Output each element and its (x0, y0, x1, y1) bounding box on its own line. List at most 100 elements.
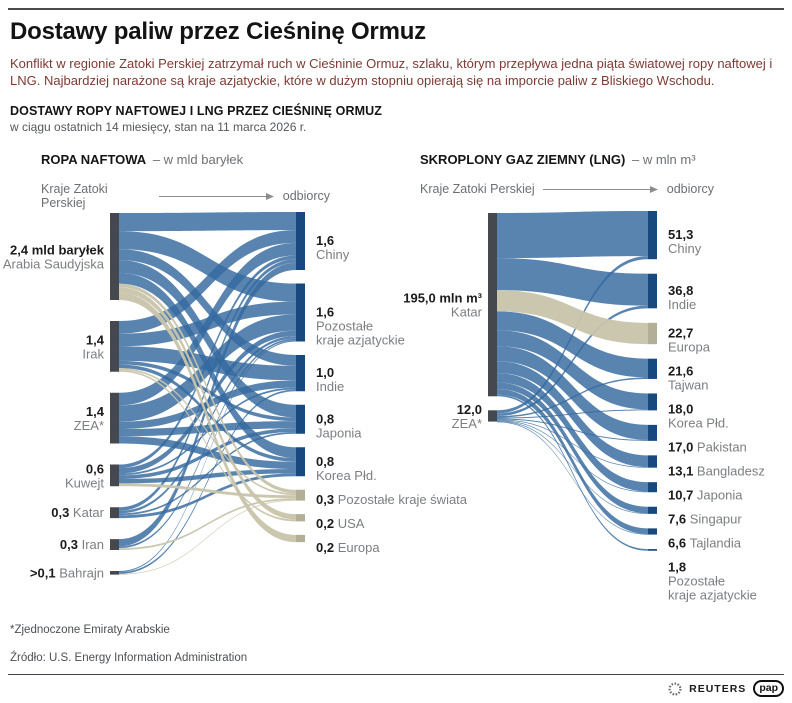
footnote: *Zjednoczone Emiraty Arabskie (10, 624, 170, 636)
node-value-label: 0,8 (316, 454, 334, 469)
node-name-label: Pakistan (697, 439, 747, 454)
pap-logo: pap (753, 680, 784, 697)
flow-ribbon (119, 259, 296, 511)
flow-ribbon (119, 260, 296, 418)
oil-axis-row: Kraje Zatoki Perskiej odbiorcy (41, 182, 330, 210)
flow-ribbon (119, 242, 296, 406)
source-node-label: ZEA* (74, 418, 104, 433)
source-node-label: 1,4 (86, 332, 105, 347)
source-node-label: Kuwejt (65, 475, 104, 490)
target-node-bar (296, 355, 305, 392)
node-name-label: Chiny (316, 247, 350, 262)
source-node-bar (110, 392, 119, 444)
flow-ribbon (119, 389, 296, 574)
node-name-label: Japonia (316, 425, 362, 440)
flow-ribbon (119, 421, 296, 437)
node-name-label: Singapur (690, 511, 743, 526)
node-name-label: Katar (73, 505, 105, 520)
node-value-label: 0,2 (316, 516, 338, 531)
node-name-label: Indie (668, 297, 696, 312)
source-node-bar (110, 464, 119, 487)
target-node-label: 51,3 (668, 227, 693, 242)
node-value-label: 17,0 (668, 439, 697, 454)
flow-ribbon (497, 388, 648, 535)
flow-ribbon (497, 330, 648, 410)
node-value-label: 21,6 (668, 363, 693, 378)
node-name-label: Europa (668, 339, 711, 354)
target-node-label: 7,6 Singapur (668, 511, 742, 526)
source-node-bar (488, 213, 497, 397)
flow-ribbon (497, 311, 648, 378)
flow-ribbon (497, 256, 648, 414)
target-node-label: Chiny (316, 247, 350, 262)
target-node-bar (648, 211, 657, 260)
source-node-label: Irak (82, 346, 104, 361)
target-node-label: 0,8 (316, 411, 334, 426)
node-name-label: kraje azjatyckie (668, 587, 757, 602)
node-name-label: Europa (338, 540, 381, 555)
right-arrow-icon (158, 192, 274, 200)
flow-ribbon (119, 431, 296, 516)
page-title: Dostawy paliw przez Cieśninę Ormuz (10, 18, 426, 45)
flow-ribbon (119, 483, 296, 499)
target-node-bar (648, 455, 657, 468)
flow-ribbon (119, 292, 296, 543)
target-node-label: Indie (668, 297, 696, 312)
node-name-label: Indie (316, 379, 344, 394)
node-name-label: USA (338, 516, 365, 531)
source-line: Źródło: U.S. Energy Information Administ… (10, 652, 248, 664)
node-value-label: 18,0 (668, 401, 693, 416)
target-node-bar (296, 447, 305, 477)
target-node-label: 1,8 (668, 559, 686, 574)
node-name-label: kraje azjatyckie (316, 333, 405, 348)
flow-ribbon (497, 421, 648, 535)
target-node-bar (296, 534, 305, 543)
source-node-bar (110, 213, 119, 300)
top-rule (8, 8, 784, 10)
target-node-label: Indie (316, 379, 344, 394)
flow-ribbon (497, 420, 648, 515)
target-node-label: 0,3 Pozostałe kraje świata (316, 492, 468, 507)
flow-ribbon (497, 419, 648, 468)
source-node-label: 2,4 mld baryłek (10, 243, 105, 258)
target-node-label: 0,2 USA (316, 516, 365, 531)
node-value-label: >0,1 (30, 565, 59, 580)
node-value-label: 0,3 (60, 537, 82, 552)
node-value-label: 13,1 (668, 463, 697, 478)
source-node-bar (488, 410, 497, 422)
node-value-label: 7,6 (668, 511, 690, 526)
source-node-bar (110, 539, 119, 550)
source-node-label: 0,6 (86, 461, 104, 476)
node-value-label: 51,3 (668, 227, 693, 242)
flow-ribbon (497, 394, 648, 551)
target-node-bar (648, 549, 657, 551)
flow-ribbon (497, 382, 648, 514)
node-name-label: Katar (451, 305, 483, 320)
node-name-label: Chiny (668, 241, 702, 256)
source-node-label: 12,0 (457, 402, 482, 417)
flow-ribbon (119, 230, 296, 334)
source-node-label: 195,0 mln m³ (403, 291, 482, 306)
target-node-bar (296, 489, 305, 501)
node-name-label: Pozostałe (316, 319, 373, 334)
oil-left-axis-label: Kraje Zatoki Perskiej (41, 182, 108, 210)
flow-ribbon (497, 211, 648, 259)
target-node-label: 1,6 (316, 305, 334, 320)
node-value-label: 1,0 (316, 365, 334, 380)
target-node-bar (648, 424, 657, 441)
lead-paragraph: Konflikt w regionie Zatoki Perskiej zatr… (10, 56, 773, 88)
reuters-orb-icon (668, 681, 682, 696)
flow-ribbon (119, 499, 296, 575)
lng-right-axis-label: odbiorcy (666, 182, 714, 196)
flow-ribbon (119, 338, 296, 549)
node-name-label: ZEA* (452, 416, 482, 431)
flow-ribbon (119, 231, 296, 302)
section-subtitle: w ciągu ostatnich 14 miesięcy, stan na 1… (10, 120, 307, 134)
node-value-label: 1,4 (86, 332, 105, 347)
node-name-label: Korea Płd. (316, 468, 377, 483)
lng-chart-title: SKROPLONY GAZ ZIEMNY (LNG) – w mln m³ (420, 152, 696, 167)
flow-ribbon (119, 212, 296, 232)
node-value-label: 2,4 mld baryłek (10, 243, 105, 258)
target-node-label: Korea Płd. (316, 468, 377, 483)
